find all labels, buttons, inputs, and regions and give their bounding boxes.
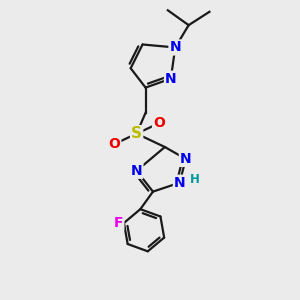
Text: N: N: [180, 152, 191, 166]
Text: N: N: [165, 72, 177, 86]
Text: N: N: [169, 40, 181, 55]
Text: F: F: [114, 216, 123, 230]
Text: N: N: [131, 164, 142, 178]
Text: O: O: [108, 137, 120, 151]
Text: O: O: [153, 116, 165, 130]
Text: N: N: [174, 176, 185, 190]
Text: H: H: [190, 173, 200, 186]
Text: S: S: [131, 126, 142, 141]
